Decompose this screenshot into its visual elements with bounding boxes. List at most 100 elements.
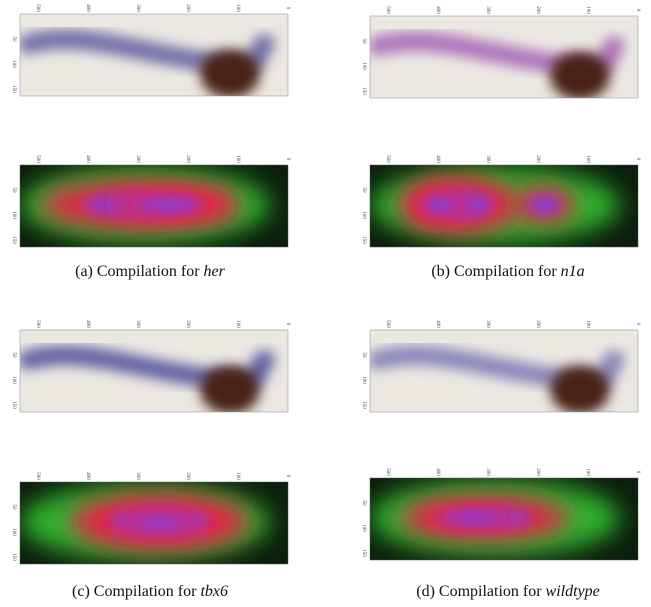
x-tick-label: 200 <box>185 320 190 328</box>
photo-content <box>370 16 638 100</box>
x-tick-label: 500 <box>35 155 40 163</box>
caption-gene: her <box>204 263 226 280</box>
caption: (d) Compilation for wildtype <box>416 583 600 600</box>
x-tick-label: 400 <box>435 320 440 328</box>
x-tick-label: 0 <box>635 158 640 161</box>
photo-content <box>370 330 638 414</box>
x-tick-label: 300 <box>485 155 490 163</box>
x-tick-label: 100 <box>585 320 590 328</box>
heatmap: 500 400 300 200 100 0 50 100 150 <box>11 472 290 564</box>
y-tick-label: 100 <box>361 211 366 219</box>
y-tick-label: 100 <box>361 524 366 532</box>
x-tick-label: 400 <box>85 472 90 480</box>
y-tick-label: 150 <box>11 401 16 409</box>
embryo-photo: 500 400 300 200 100 0 50 100 150 <box>361 320 640 414</box>
heatmap-content <box>20 482 288 564</box>
y-tick-label: 150 <box>361 236 366 244</box>
x-tick-label: 100 <box>235 155 240 163</box>
caption-prefix: (b) Compilation for <box>431 263 557 280</box>
heatmap: 500 400 300 200 100 0 50 100 150 <box>11 155 290 247</box>
x-tick-label: 400 <box>435 6 440 14</box>
x-tick-label: 300 <box>135 155 140 163</box>
yolk <box>200 366 260 414</box>
x-tick-label: 400 <box>85 155 90 163</box>
x-tick-label: 0 <box>635 323 640 326</box>
x-tick-label: 200 <box>185 155 190 163</box>
x-tick-label: 300 <box>485 468 490 476</box>
x-tick-label: 300 <box>485 320 490 328</box>
y-tick-label: 100 <box>361 376 366 384</box>
x-tick-label: 500 <box>385 320 390 328</box>
caption-prefix: (a) Compilation for <box>75 263 200 280</box>
y-tick-label: 50 <box>11 188 16 194</box>
y-tick-label: 100 <box>11 376 16 384</box>
x-tick-label: 500 <box>385 155 390 163</box>
x-tick-label: 100 <box>585 6 590 14</box>
y-tick-label: 50 <box>361 39 366 45</box>
caption-prefix: (c) Compilation for <box>72 583 197 600</box>
y-tick-label: 100 <box>11 528 16 536</box>
x-tick-label: 200 <box>535 155 540 163</box>
heatmap-content <box>370 165 638 247</box>
y-tick-label: 150 <box>361 549 366 557</box>
x-tick-label: 500 <box>35 4 40 12</box>
caption-gene: n1a <box>561 263 585 280</box>
x-tick-label: 500 <box>385 468 390 476</box>
x-tick-label: 0 <box>285 7 290 10</box>
x-tick-label: 0 <box>285 475 290 478</box>
x-tick-label: 200 <box>185 4 190 12</box>
heatmap-content <box>370 478 638 560</box>
caption-prefix: (d) Compilation for <box>416 583 542 600</box>
x-tick-label: 200 <box>535 320 540 328</box>
y-tick-label: 150 <box>361 87 366 95</box>
x-tick-label: 0 <box>285 323 290 326</box>
y-tick-label: 100 <box>11 60 16 68</box>
photo-content <box>20 330 288 414</box>
y-tick-label: 50 <box>11 505 16 511</box>
x-tick-label: 500 <box>35 472 40 480</box>
y-tick-label: 150 <box>361 401 366 409</box>
y-tick-label: 150 <box>11 236 16 244</box>
heat-core <box>450 513 500 523</box>
x-tick-label: 100 <box>585 155 590 163</box>
x-tick-label: 200 <box>185 472 190 480</box>
yolk <box>200 50 260 98</box>
x-tick-label: 300 <box>485 6 490 14</box>
y-tick-label: 50 <box>361 188 366 194</box>
y-tick-label: 50 <box>361 353 366 359</box>
x-tick-label: 0 <box>285 158 290 161</box>
y-tick-label: 50 <box>361 501 366 507</box>
x-tick-label: 400 <box>435 468 440 476</box>
x-tick-label: 100 <box>235 4 240 12</box>
figure: 5004003002001000501001505004003002001000… <box>0 0 651 607</box>
x-tick-label: 100 <box>235 472 240 480</box>
caption: (a) Compilation for her <box>75 263 226 280</box>
heat-core <box>424 197 457 213</box>
heat-core <box>137 198 203 212</box>
y-tick-label: 150 <box>11 85 16 93</box>
heatmap: 500400300200100050100150 <box>361 155 640 247</box>
x-tick-label: 400 <box>85 4 90 12</box>
x-tick-label: 400 <box>85 320 90 328</box>
x-tick-label: 500 <box>35 320 40 328</box>
x-tick-label: 100 <box>235 320 240 328</box>
x-tick-label: 200 <box>535 6 540 14</box>
x-tick-label: 0 <box>635 471 640 474</box>
photo-content <box>20 14 288 98</box>
y-tick-label: 100 <box>11 211 16 219</box>
x-tick-label: 300 <box>135 472 140 480</box>
caption-gene: tbx6 <box>200 583 228 600</box>
x-tick-label: 0 <box>635 9 640 12</box>
y-tick-label: 150 <box>11 553 16 561</box>
caption: (b) Compilation for n1a <box>431 263 584 280</box>
x-tick-label: 100 <box>585 468 590 476</box>
x-tick-label: 300 <box>135 4 140 12</box>
x-tick-label: 500 <box>385 6 390 14</box>
heat-core <box>135 518 185 530</box>
caption-gene: wildtype <box>546 583 600 600</box>
yolk <box>550 52 610 100</box>
